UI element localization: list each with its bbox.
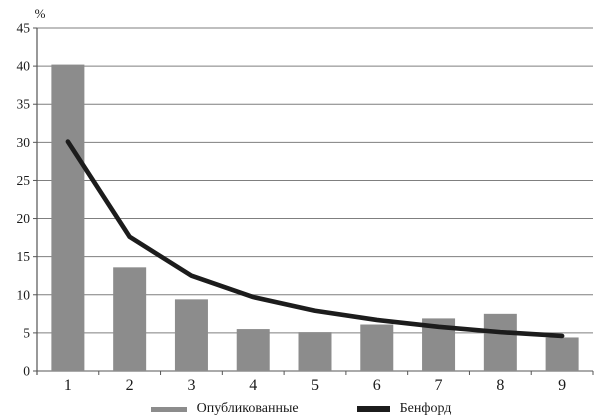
y-axis-tick-label: 40 [17, 59, 31, 74]
benford-series-swatch-icon [356, 406, 390, 412]
x-axis-tick-label: 3 [187, 377, 195, 394]
published-bar [298, 332, 332, 371]
chart-legend: Опубликованные Бенфорд [0, 399, 602, 419]
x-axis-tick-label: 8 [496, 377, 504, 394]
y-axis-unit-label: % [35, 6, 46, 21]
y-axis-tick-label: 0 [23, 364, 30, 379]
y-axis-tick-label: 25 [17, 173, 31, 188]
y-axis-tick-label: 10 [17, 287, 31, 302]
x-axis-tick-label: 7 [435, 377, 443, 394]
x-axis-tick-label: 1 [64, 377, 72, 394]
published-bar [483, 313, 517, 371]
x-axis-tick-label: 2 [126, 377, 134, 394]
legend-item-benford: Бенфорд [356, 401, 452, 416]
legend-item-published: Опубликованные [150, 401, 299, 416]
y-axis-tick-label: 20 [17, 211, 31, 226]
x-axis-tick-label: 5 [311, 377, 319, 394]
benford-line [65, 139, 565, 339]
y-axis-tick-label: 30 [17, 135, 31, 150]
published-bar [174, 299, 208, 371]
legend-label-benford: Бенфорд [399, 401, 452, 416]
y-axis-tick-label: 15 [17, 249, 31, 264]
published-bar [236, 329, 270, 371]
published-bar [51, 64, 85, 371]
x-axis-tick-label: 4 [249, 377, 257, 394]
x-axis-tick-label: 6 [373, 377, 381, 394]
published-bar [113, 267, 147, 371]
y-axis-tick-label: 5 [23, 325, 30, 340]
published-bar [360, 324, 394, 371]
published-series-swatch-icon [150, 406, 187, 412]
y-axis-tick-label: 45 [17, 21, 31, 36]
x-axis-tick-label: 9 [558, 377, 566, 394]
y-axis-tick-label: 35 [17, 97, 31, 112]
legend-label-published: Опубликованные [196, 401, 299, 416]
published-bar [545, 337, 579, 371]
